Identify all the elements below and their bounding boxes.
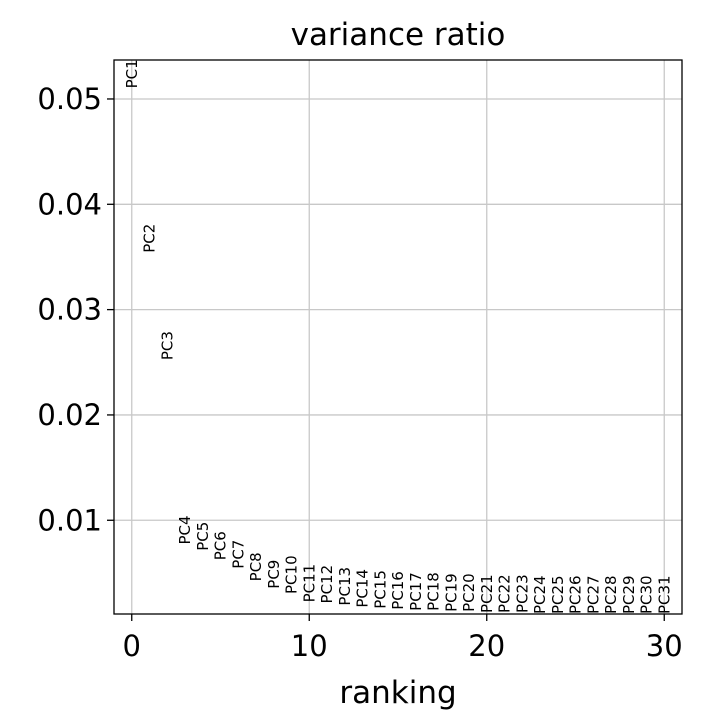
pc-label-24: PC24 — [531, 575, 549, 614]
grid-layer — [114, 60, 682, 614]
pc-label-9: PC9 — [265, 560, 283, 589]
pc-label-5: PC5 — [194, 522, 212, 551]
pc-label-2: PC2 — [141, 224, 159, 253]
pc-label-16: PC16 — [389, 571, 407, 610]
pc-label-11: PC11 — [300, 564, 318, 603]
pc-label-20: PC20 — [460, 573, 478, 612]
pc-label-8: PC8 — [247, 552, 265, 581]
pc-label-28: PC28 — [602, 575, 620, 614]
pc-label-30: PC30 — [638, 575, 656, 614]
tick-layer: 0 10 20 30 0.01 0.02 0.03 0.04 0.05 — [37, 82, 682, 663]
pc-label-26: PC26 — [567, 575, 585, 614]
pc-label-10: PC10 — [283, 555, 301, 594]
y-tick-label-2: 0.03 — [37, 293, 102, 327]
pc-label-13: PC13 — [336, 567, 354, 606]
chart-title: variance ratio — [291, 17, 506, 53]
pc-label-7: PC7 — [229, 540, 247, 569]
pc-label-3: PC3 — [158, 331, 176, 360]
plot-frame — [113, 59, 683, 615]
y-tick-label-4: 0.05 — [37, 82, 102, 116]
pc-label-27: PC27 — [584, 575, 602, 614]
x-tick-label-2: 20 — [468, 629, 505, 663]
y-tick-label-0: 0.01 — [37, 503, 102, 537]
y-tick-label-1: 0.02 — [37, 398, 102, 432]
pc-label-19: PC19 — [442, 573, 460, 612]
x-tick-label-1: 10 — [291, 629, 328, 663]
pc-label-22: PC22 — [496, 574, 514, 613]
pc-label-6: PC6 — [212, 531, 230, 560]
y-tick-label-3: 0.04 — [37, 187, 102, 221]
pc-label-15: PC15 — [371, 570, 389, 609]
x-axis-label: ranking — [339, 675, 456, 711]
pc-label-18: PC18 — [425, 572, 443, 611]
pc-label-14: PC14 — [354, 569, 372, 608]
pc-label-31: PC31 — [655, 575, 673, 614]
pc-label-1: PC1 — [123, 59, 141, 88]
pc-label-4: PC4 — [176, 515, 194, 544]
pc-label-17: PC17 — [407, 572, 425, 611]
pc-label-29: PC29 — [620, 575, 638, 614]
x-tick-label-3: 30 — [646, 629, 683, 663]
pc-label-23: PC23 — [513, 574, 531, 613]
pc-label-25: PC25 — [549, 575, 567, 614]
x-tick-label-0: 0 — [123, 629, 141, 663]
pc-label-12: PC12 — [318, 565, 336, 604]
pc-label-21: PC21 — [478, 574, 496, 613]
